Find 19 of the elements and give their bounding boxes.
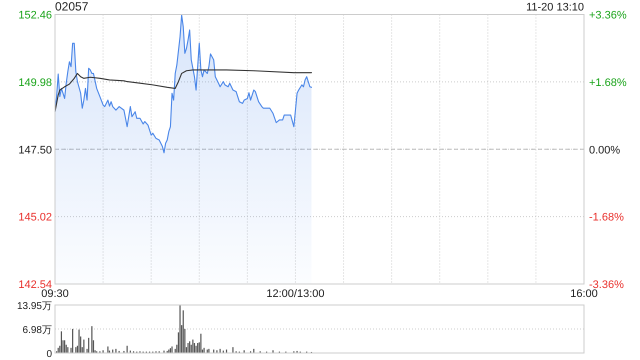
y-tick-label: 13.95万 [16,301,52,312]
x-tick-label: 09:30 [41,288,69,300]
line-series [54,69,312,112]
y-tick-label: 147.50 [18,144,52,156]
y2-tick-label: +3.36% [589,10,627,22]
y-tick-label: 152.46 [18,10,52,22]
y2-tick-label: +1.68% [589,76,627,89]
x-tick-label: 12:00/13:00 [266,288,325,300]
subtitle: 11-20 13:10 [526,2,584,14]
y2-tick-label: 0.00% [589,144,620,156]
y-tick-label: 149.98 [18,76,52,89]
y-tick-label: 0 [46,349,52,360]
y-tick-label: 145.02 [18,212,52,224]
y2-tick-label: -3.36% [589,279,624,291]
y-tick-label: 6.98万 [22,324,52,336]
x-tick-label: 16:00 [570,288,598,300]
y2-tick-label: -1.68% [589,212,624,224]
y-tick-label: 142.54 [18,279,52,291]
title: 02057 [55,0,88,14]
